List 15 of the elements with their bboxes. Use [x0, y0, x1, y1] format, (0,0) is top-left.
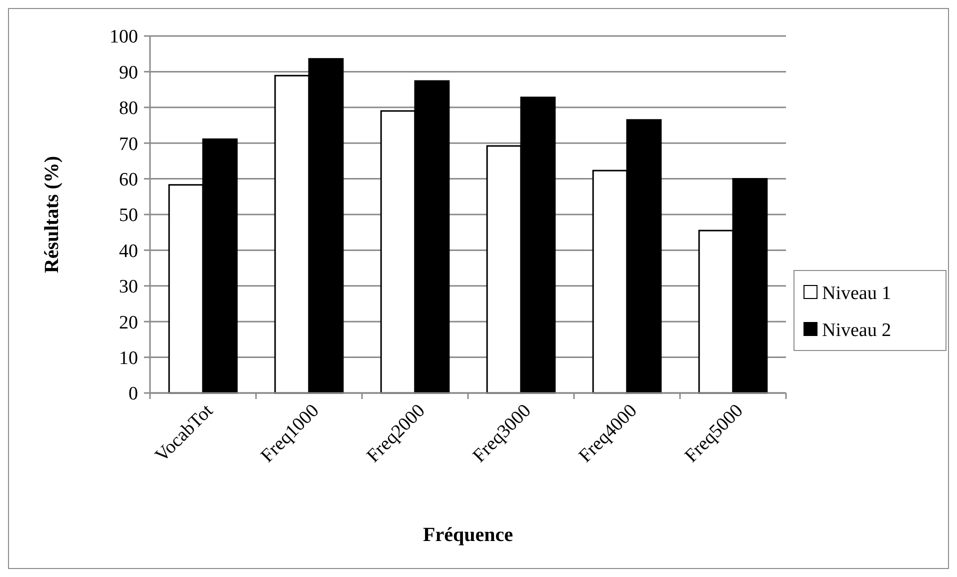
legend-label: Niveau 2 — [822, 320, 892, 342]
y-axis-title: Résultats (%) — [41, 156, 63, 274]
y-tick-label: 50 — [119, 205, 138, 226]
y-tick-label: 20 — [119, 312, 138, 334]
y-tick-label: 80 — [119, 98, 138, 120]
x-axis-title: Fréquence — [423, 524, 514, 546]
y-tick-label: 10 — [119, 348, 138, 369]
y-tick-label: 0 — [128, 384, 138, 405]
y-tick-label: 90 — [119, 62, 138, 84]
y-tick-label: 40 — [119, 240, 138, 262]
y-tick-label: 70 — [119, 134, 138, 155]
y-tick-label: 60 — [119, 169, 138, 190]
y-tick-label: 30 — [119, 276, 138, 298]
y-tick-label: 100 — [110, 26, 138, 48]
legend-label: Niveau 1 — [822, 283, 892, 304]
